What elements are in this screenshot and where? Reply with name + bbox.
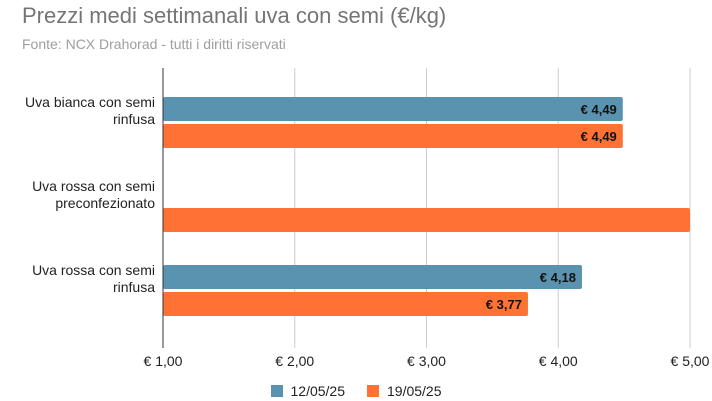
legend-swatch-series-1 [270,385,283,397]
bar [163,208,690,232]
legend-label-series-1: 12/05/25 [290,383,346,399]
x-tick-label: € 3,00 [407,353,446,369]
bar [163,97,623,121]
legend-item-series-1: 12/05/25 [270,383,346,399]
category-label: rinfusa [113,279,155,295]
category-label: Uva rossa con semi [32,262,155,278]
data-label: € 4,18 [540,270,576,285]
chart-title: Prezzi medi settimanali uva con semi (€/… [22,3,447,28]
legend-item-series-2: 19/05/25 [367,383,442,399]
bar [163,124,623,148]
data-label: € 4,49 [581,102,617,117]
legend: 12/05/25 19/05/25 [0,383,712,399]
legend-swatch-series-2 [367,385,379,397]
x-tick-label: € 2,00 [275,353,314,369]
category-label: preconfezionato [55,195,155,211]
chart-subtitle: Fonte: NCX Drahorad - tutti i diritti ri… [22,36,286,52]
x-tick-label: € 1,00 [144,353,183,369]
category-label: rinfusa [113,111,155,127]
bar [163,292,528,316]
category-label: Uva rossa con semi [32,178,155,194]
data-label: € 4,49 [581,129,617,144]
x-tick-label: € 5,00 [671,353,710,369]
bar [163,265,582,289]
category-label: Uva bianca con semi [25,94,155,110]
legend-label-series-2: 19/05/25 [387,383,442,399]
data-label: € 3,77 [486,297,522,312]
x-tick-label: € 4,00 [539,353,578,369]
